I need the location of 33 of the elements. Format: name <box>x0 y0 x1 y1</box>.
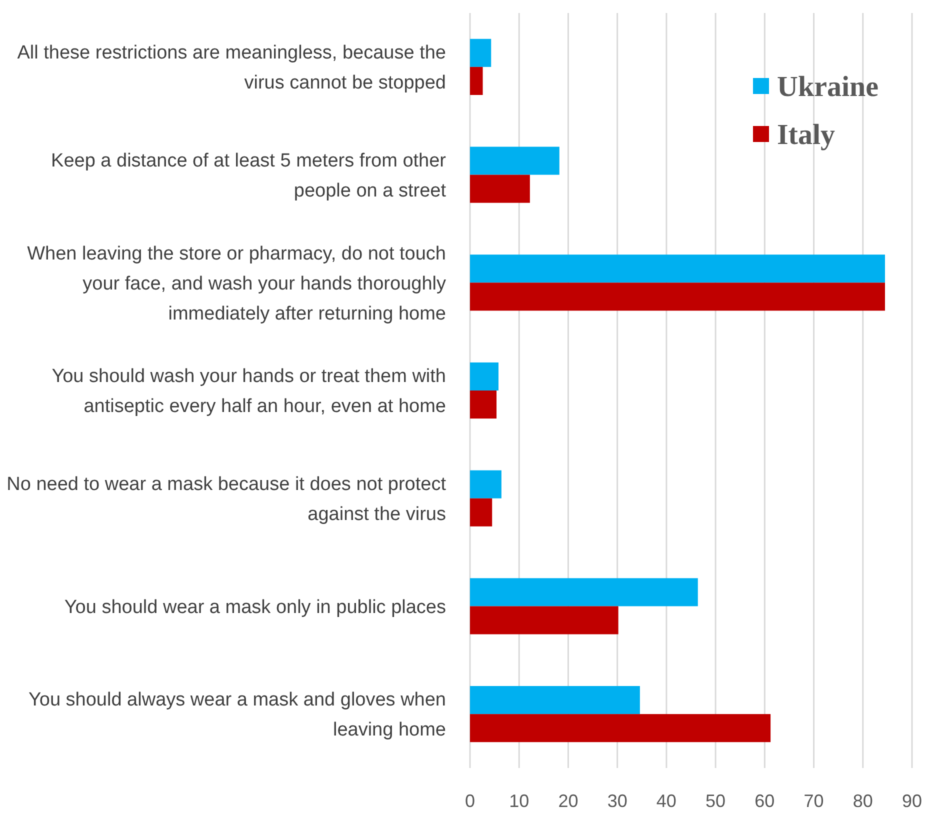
x-tick-label: 10 <box>509 791 530 811</box>
bar <box>470 470 502 498</box>
bar <box>470 254 885 283</box>
x-tick-label: 40 <box>656 791 676 811</box>
bar <box>470 174 530 203</box>
bar <box>470 498 492 526</box>
bar <box>470 686 640 714</box>
y-tick-label: Keep a distance of at least 5 meters from other people on a street <box>51 150 447 202</box>
bar <box>470 606 618 634</box>
bar <box>470 578 698 606</box>
x-tick-label: 50 <box>706 791 726 811</box>
bar <box>470 38 492 67</box>
x-tick-label: 60 <box>754 791 775 811</box>
y-tick-label: You should always wear a mask and gloves when leaving home <box>28 690 446 741</box>
bar <box>470 714 771 742</box>
bar <box>470 66 483 95</box>
legend-label: Ukraine <box>777 71 879 104</box>
x-tick-label: 0 <box>464 791 476 811</box>
x-tick-label: 70 <box>804 791 824 811</box>
y-tick-label: When leaving the store or pharmacy, do not touch your face, and wash your hands thoroughly immediately after returning home <box>27 243 446 324</box>
bar <box>470 362 498 390</box>
bar <box>470 282 885 311</box>
y-tick-label: You should wash your hands or treat them with antiseptic every half an hour, even at home <box>52 366 446 418</box>
x-tick-label: 80 <box>852 791 873 811</box>
x-tick-label: 30 <box>607 791 628 811</box>
y-tick-label: No need to wear a mask because it does not protect against the virus <box>6 474 447 526</box>
bar <box>470 146 560 175</box>
x-tick-label: 90 <box>902 791 922 811</box>
bar <box>470 390 497 419</box>
y-tick-label: All these restrictions are meaningless, because the virus cannot be stopped <box>17 42 446 94</box>
legend-label: Italy <box>777 119 836 152</box>
y-tick-label: You should wear a mask only in public places <box>64 596 446 618</box>
x-tick-label: 20 <box>558 791 578 811</box>
